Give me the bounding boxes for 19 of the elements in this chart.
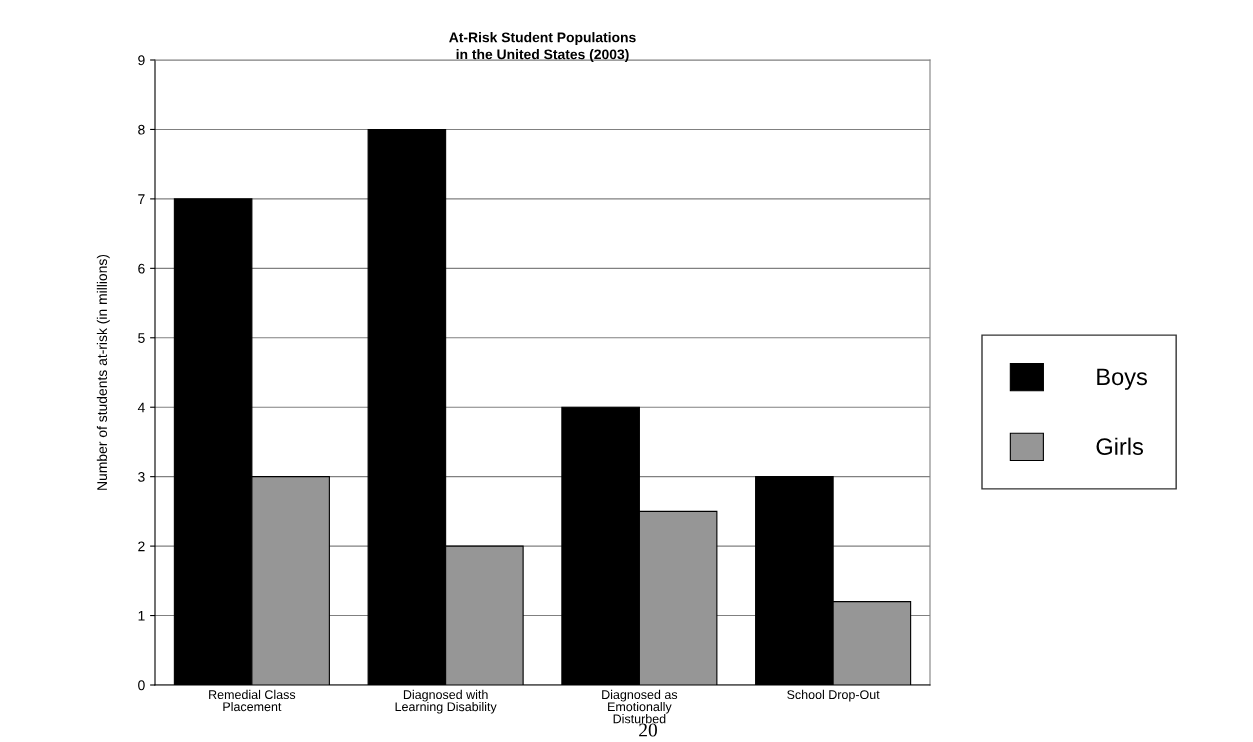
y-tick-label: 6	[138, 263, 145, 274]
y-tick-label: 2	[138, 541, 145, 552]
y-tick-label: 1	[138, 611, 145, 621]
y-tick-label: 8	[138, 124, 145, 135]
y-axis-title: Number of students at-risk (in millions)	[96, 254, 110, 490]
legend-label: Boys	[1097, 368, 1147, 390]
text: 20	[639, 723, 657, 737]
x-tick-label: School Drop-Out	[787, 689, 880, 702]
chart-title: At-Risk Student Populations in the United States (2003)	[449, 32, 636, 62]
x-tick-label: Remedial Class Placement	[209, 689, 296, 712]
y-tick-label: 5	[138, 333, 145, 343]
y-tick-label: 3	[138, 472, 145, 482]
y-tick-label: 4	[137, 402, 145, 413]
x-tick-label: Diagnosed as Emotionally Disturbed	[602, 689, 678, 724]
x-tick-label: Diagnosed with Learning Disability	[395, 689, 497, 714]
y-tick-label: 0	[138, 680, 145, 691]
y-tick-label: 9	[138, 55, 145, 66]
y-tick-label: 7	[138, 194, 145, 204]
legend-label: Girls	[1096, 437, 1144, 455]
